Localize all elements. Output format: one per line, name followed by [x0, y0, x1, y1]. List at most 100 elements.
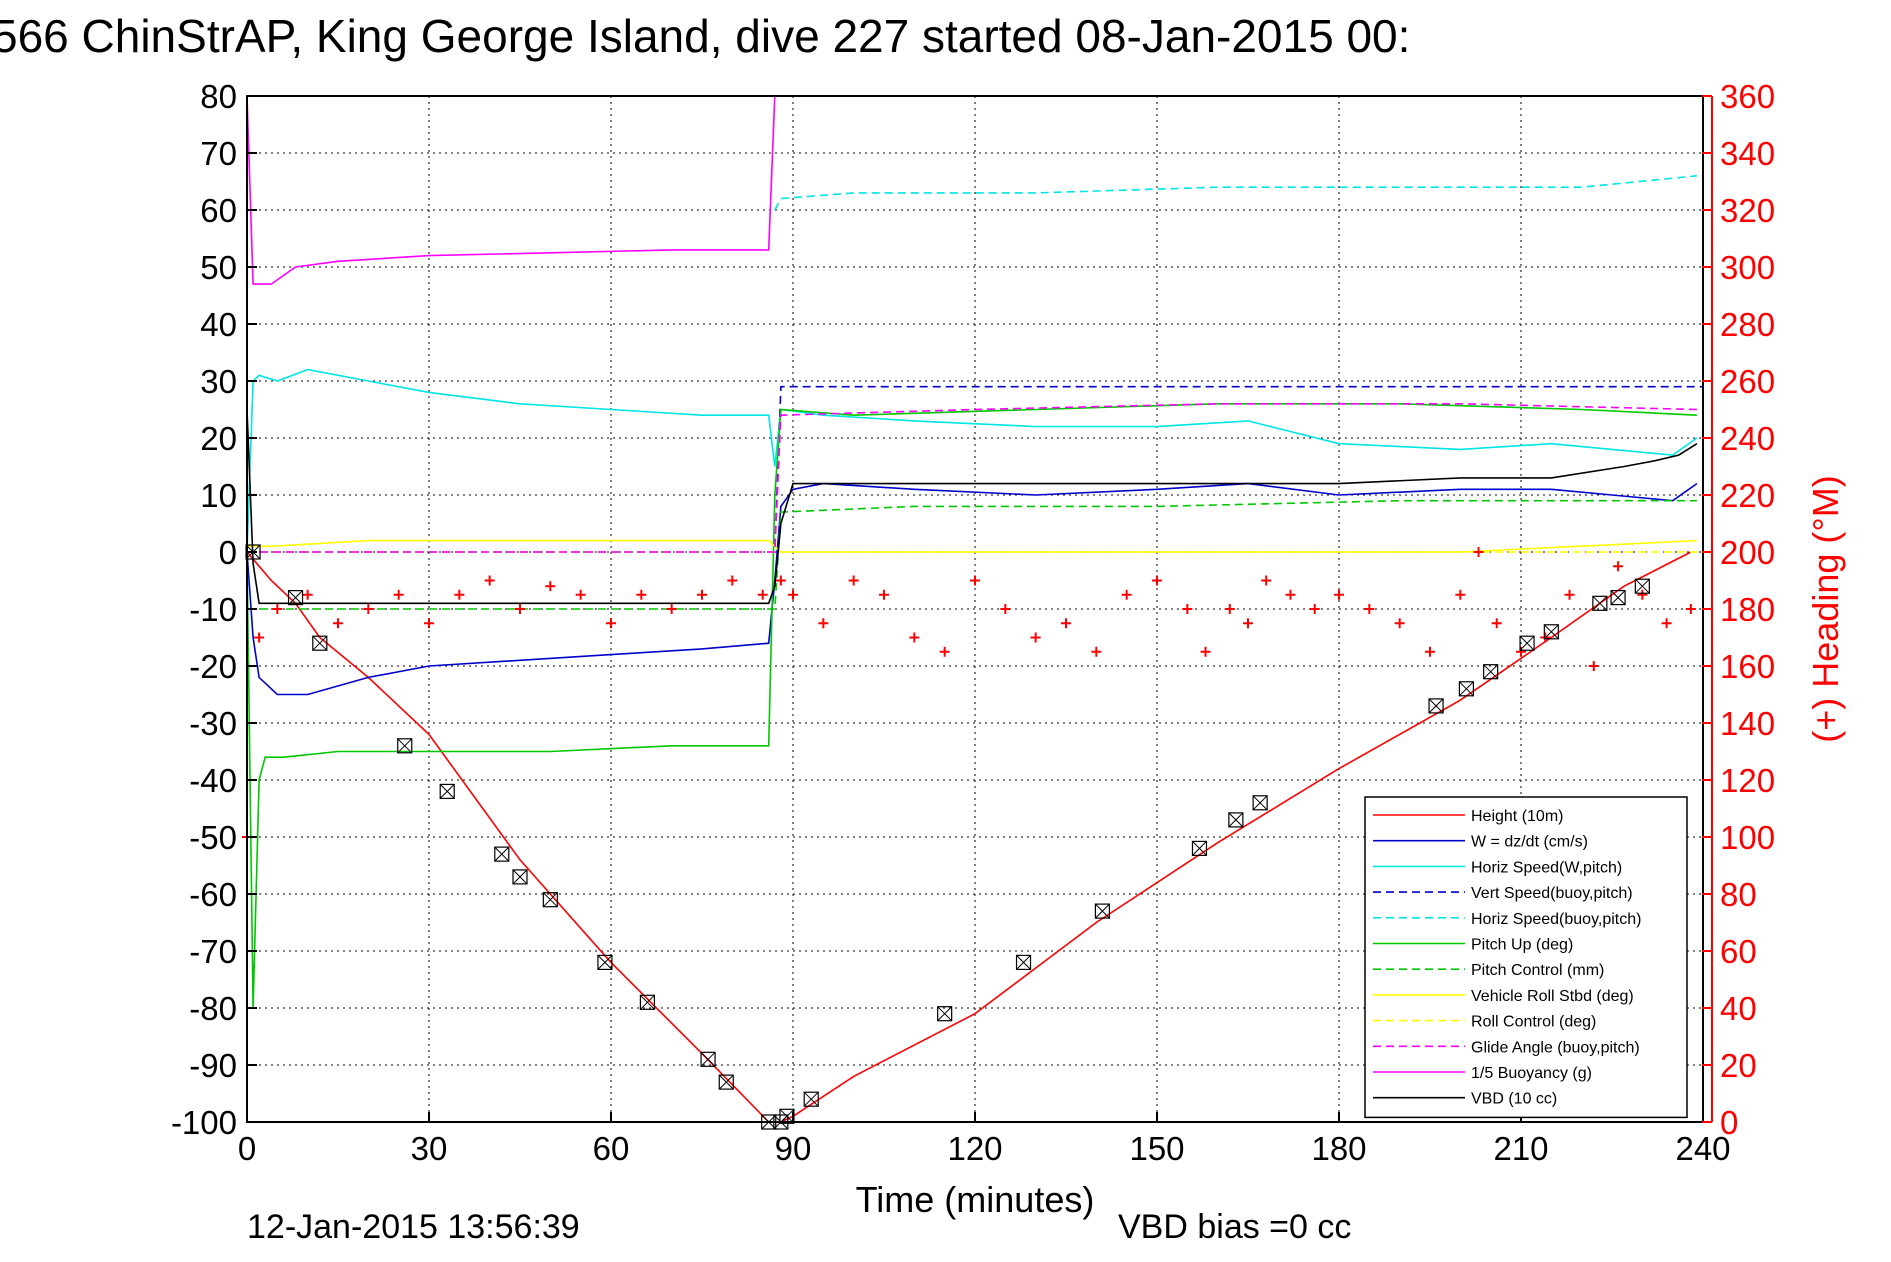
legend-label: 1/5 Buoyancy (g) — [1471, 1065, 1592, 1082]
heading-marker — [1200, 646, 1211, 657]
x-tick-label: 30 — [411, 1130, 448, 1167]
right-tick-label: 100 — [1720, 819, 1775, 856]
left-tick-label: -30 — [189, 705, 237, 742]
heading-marker — [1613, 561, 1624, 572]
heading-marker — [1061, 618, 1071, 629]
heading-marker — [757, 589, 768, 600]
heading-marker — [1394, 618, 1405, 629]
waypoint-marker — [1458, 681, 1475, 697]
waypoint-marker — [1483, 664, 1499, 680]
x-tick-label: 180 — [1311, 1130, 1366, 1167]
left-tick-label: 0 — [219, 534, 237, 571]
heading-marker — [1224, 604, 1235, 614]
left-tick-label: 30 — [200, 363, 237, 400]
left-tick-label: 40 — [200, 306, 237, 343]
waypoint-marker — [1519, 635, 1535, 651]
heading-marker — [970, 575, 980, 586]
legend-label: Roll Control (deg) — [1471, 1014, 1596, 1031]
right-tick-label: 20 — [1720, 1047, 1757, 1084]
waypoint-marker — [1610, 589, 1626, 606]
x-tick-label: 60 — [593, 1130, 630, 1167]
right-tick-label: 160 — [1720, 648, 1775, 685]
series-line-10 — [246, 95, 776, 285]
waypoint-marker — [1252, 795, 1268, 811]
series-line-1 — [246, 482, 1698, 696]
waypoint-marker — [542, 892, 558, 908]
series-line-2 — [246, 368, 1698, 553]
waypoint-marker — [287, 589, 304, 606]
right-tick-label: 80 — [1720, 876, 1757, 913]
waypoint-marker — [312, 635, 328, 651]
heading-marker — [1030, 632, 1041, 643]
left-tick-label: -40 — [189, 762, 237, 799]
heading-marker — [302, 589, 313, 600]
left-y-axis: 80 70 60 50 40 30 20 10 0 -10 -20 -30 -40 -50 -60 -70 -8… — [171, 78, 257, 1141]
waypoint-marker — [397, 738, 413, 754]
series-line-6 — [247, 499, 1697, 610]
legend-label: Horiz Speed(buoy,pitch) — [1471, 911, 1641, 928]
right-tick-label: 200 — [1720, 534, 1775, 571]
waypoint-marker — [439, 783, 455, 800]
heading-marker — [1455, 589, 1466, 600]
right-tick-label: 240 — [1720, 420, 1775, 457]
waypoint-marker — [1428, 698, 1444, 714]
heading-marker — [1182, 604, 1193, 614]
footer-date: 12-Jan-2015 13:56:39 — [247, 1208, 580, 1246]
heading-marker — [393, 589, 404, 600]
legend-label: Vehicle Roll Stbd (deg) — [1471, 988, 1634, 1005]
right-tick-label: 0 — [1720, 1104, 1738, 1141]
legend-label: W = dz/dt (cm/s) — [1471, 834, 1588, 851]
heading-marker — [818, 618, 829, 629]
waypoint-marker — [1094, 903, 1111, 919]
heading-marker — [454, 589, 465, 600]
waypoint-marker — [1592, 595, 1608, 611]
heading-marker — [1243, 618, 1253, 629]
left-tick-label: 50 — [200, 249, 237, 286]
heading-marker — [666, 604, 677, 614]
heading-marker — [1685, 604, 1696, 614]
heading-marker — [484, 575, 495, 586]
heading-marker — [254, 632, 265, 643]
left-tick-label: -70 — [189, 933, 237, 970]
heading-marker — [1285, 589, 1296, 600]
heading-marker — [424, 618, 434, 629]
waypoint-marker — [1191, 840, 1208, 857]
right-tick-label: 280 — [1720, 306, 1775, 343]
left-tick-label: 80 — [200, 78, 237, 115]
heading-marker — [1588, 661, 1599, 671]
left-tick-label: -20 — [189, 648, 237, 685]
legend-label: Glide Angle (buoy,pitch) — [1471, 1039, 1640, 1056]
left-tick-label: -50 — [189, 819, 237, 856]
right-tick-label: 360 — [1720, 78, 1775, 115]
waypoint-marker — [1543, 624, 1559, 640]
waypoint-marker — [512, 869, 528, 885]
left-tick-label: -60 — [189, 876, 237, 913]
x-tick-label: 0 — [238, 1130, 256, 1167]
right-tick-label: 340 — [1720, 135, 1775, 172]
heading-marker — [515, 604, 525, 614]
right-tick-label: 320 — [1720, 192, 1775, 229]
left-tick-label: 20 — [200, 420, 237, 457]
heading-marker — [1661, 618, 1672, 629]
footer-vbd-bias: VBD bias =0 cc — [1118, 1208, 1351, 1246]
heading-marker — [848, 575, 859, 586]
legend-label: Vert Speed(buoy,pitch) — [1471, 885, 1633, 902]
waypoint-marker — [803, 1091, 819, 1107]
series-line-4 — [774, 175, 1697, 211]
left-tick-label: 60 — [200, 192, 237, 229]
x-tick-label: 150 — [1129, 1130, 1184, 1167]
heading-marker — [606, 618, 616, 629]
right-tick-label: 40 — [1720, 990, 1757, 1027]
heading-marker — [788, 589, 798, 600]
heading-marker — [1637, 589, 1648, 600]
waypoint-marker — [718, 1074, 734, 1090]
x-axis-label: Time (minutes) — [856, 1179, 1095, 1220]
series-line-11 — [246, 409, 1698, 605]
waypoint-marker — [1015, 954, 1032, 971]
right-tick-label: 260 — [1720, 363, 1775, 400]
left-tick-label: -90 — [189, 1047, 237, 1084]
right-y-axis: 3603403203002802602402202001801601401201… — [1702, 78, 1775, 1141]
x-tick-label: 240 — [1675, 1130, 1730, 1167]
waypoint-marker — [597, 954, 613, 971]
legend-label: Horiz Speed(W,pitch) — [1471, 859, 1622, 876]
